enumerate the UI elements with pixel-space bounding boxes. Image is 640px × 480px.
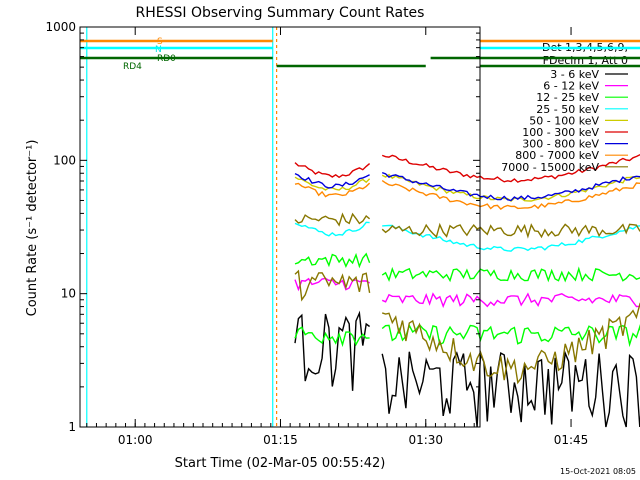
timestamp: 15-Oct-2021 08:05 bbox=[560, 467, 636, 476]
x-tick-label-3: 01:45 bbox=[554, 433, 589, 447]
plot-frame bbox=[79, 26, 481, 428]
series-line-12-25-kev-seg0-9 bbox=[294, 326, 370, 348]
series-line-7000-15000-kev-seg0-10 bbox=[294, 269, 371, 302]
legend-label-7: 800 - 7000 keV bbox=[515, 149, 599, 162]
series-line-100-300-kev-seg0-0 bbox=[294, 162, 371, 179]
legend-label-6: 300 - 800 keV bbox=[522, 138, 599, 151]
series-line-25-50-kev-seg1-4 bbox=[382, 224, 640, 252]
y-tick-label-3: 1000 bbox=[45, 20, 76, 34]
legend-label-3: 25 - 50 keV bbox=[536, 103, 599, 116]
y-tick-label-2: 100 bbox=[53, 153, 76, 167]
series-line-7000-15000-kev-seg1-5 bbox=[381, 222, 640, 239]
series-line-300-800-kev-seg1-2 bbox=[381, 171, 640, 202]
series-line-3-6-kev-seg1-8 bbox=[381, 350, 640, 428]
chart-title: RHESSI Observing Summary Count Rates bbox=[136, 5, 425, 21]
legend-label-1: 6 - 12 keV bbox=[543, 80, 599, 93]
series-line-7000-15000-kev-seg0-5 bbox=[294, 212, 371, 227]
series-line-7000-15000-kev-seg1-10 bbox=[381, 302, 640, 385]
series-line-100-300-kev-seg1-0 bbox=[381, 154, 640, 183]
x-tick-label-1: 01:15 bbox=[263, 433, 298, 447]
series-line-12-25-kev-seg1-9 bbox=[381, 323, 640, 348]
series-line-800-7000-kev-seg0-3 bbox=[294, 182, 371, 198]
series-line-800-7000-kev-seg1-3 bbox=[381, 180, 640, 211]
series-line-3-6-kev-seg0-8 bbox=[294, 310, 371, 391]
legend-label-5: 100 - 300 keV bbox=[522, 126, 599, 139]
flag-label-rd4: RD4 bbox=[123, 62, 142, 72]
x-axis-label: Start Time (02-Mar-05 00:55:42) bbox=[175, 456, 386, 471]
y-tick-label-1: 10 bbox=[61, 287, 76, 301]
series-line-12-25-kev-seg0-6 bbox=[294, 252, 371, 269]
legend-label-0: 3 - 6 keV bbox=[550, 68, 599, 81]
legend-label-8: 7000 - 15000 keV bbox=[501, 161, 599, 174]
series-line-25-50-kev-seg0-4 bbox=[294, 221, 370, 237]
legend-label-2: 12 - 25 keV bbox=[536, 91, 599, 104]
series-line-50-100-kev-seg1-1 bbox=[381, 173, 640, 202]
flag-label-n: N bbox=[155, 45, 162, 55]
y-tick-label-0: 1 bbox=[68, 420, 76, 434]
series-line-300-800-kev-seg0-2 bbox=[294, 172, 370, 189]
plot-area: 110100100001:0001:1501:3001:4502:0002:15… bbox=[45, 20, 640, 447]
x-tick-label-2: 01:30 bbox=[408, 433, 443, 447]
series-line-12-25-kev-seg1-6 bbox=[381, 266, 640, 283]
legend-label-4: 50 - 100 keV bbox=[529, 114, 599, 127]
x-tick-label-0: 01:00 bbox=[118, 433, 153, 447]
series-line-6-12-kev-seg1-7 bbox=[381, 292, 640, 309]
y-axis-label: Count Rate (s⁻¹ detector⁻¹) bbox=[25, 140, 40, 317]
